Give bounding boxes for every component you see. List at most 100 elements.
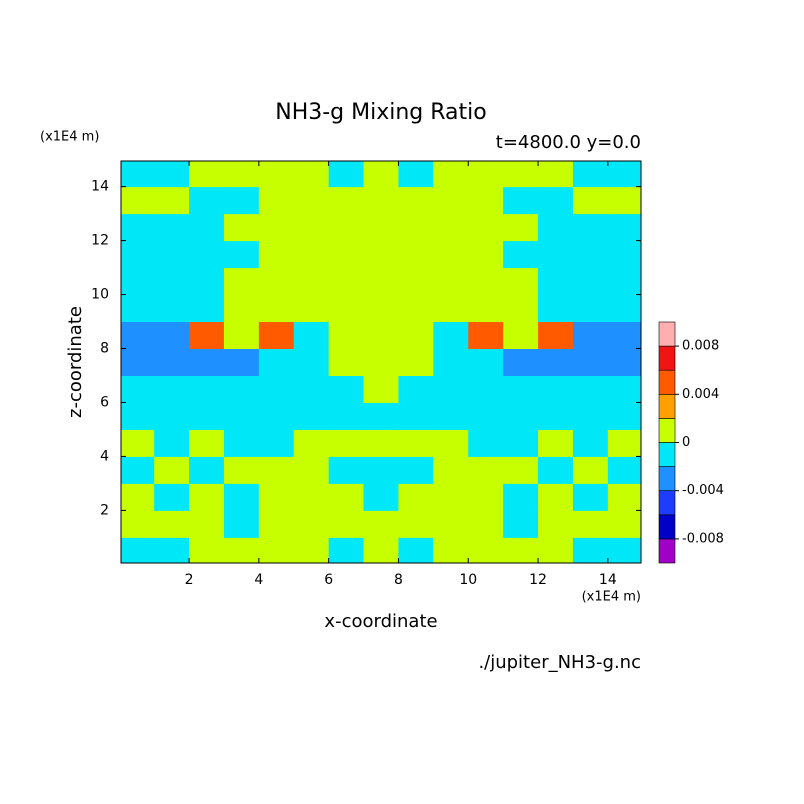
field-cell	[121, 510, 155, 538]
field-cell	[328, 348, 365, 376]
field-cell	[503, 456, 539, 484]
field-cell	[293, 483, 330, 511]
colorbar-box	[658, 369, 676, 395]
field-cell	[121, 321, 155, 350]
field-cell	[468, 402, 504, 430]
field-cell	[154, 483, 190, 511]
field-cell	[293, 213, 330, 242]
field-cell	[121, 213, 155, 242]
field-cell	[538, 161, 574, 188]
field-cell	[258, 161, 295, 188]
field-cell	[538, 456, 574, 484]
field-cell	[121, 240, 155, 269]
field-cell	[223, 294, 260, 323]
y-tick-label: 6	[100, 394, 109, 410]
field-cell	[468, 375, 504, 403]
field-cell	[121, 375, 155, 403]
field-cell	[154, 321, 190, 350]
x-axis-title: x-coordinate	[324, 611, 437, 632]
field-cell	[433, 294, 469, 323]
field-cell	[258, 213, 295, 242]
colorbar-box	[658, 538, 676, 564]
y-tick-label: 14	[91, 179, 109, 195]
field-cell	[607, 213, 641, 242]
field-cell	[121, 186, 155, 215]
field-cell	[503, 240, 539, 269]
field-cell	[572, 483, 609, 511]
field-cell	[223, 267, 260, 296]
field-cell	[572, 510, 609, 538]
field-cell	[293, 321, 330, 350]
colorbar-box	[658, 345, 676, 371]
field-cell	[572, 186, 609, 215]
field-cell	[538, 267, 574, 296]
field-cell	[468, 294, 504, 323]
y-tick-label: 8	[100, 341, 109, 357]
field-cell	[607, 375, 641, 403]
x-tick-label: 10	[459, 572, 477, 588]
field-cell	[328, 456, 365, 484]
field-cell	[189, 402, 225, 430]
field-cell	[607, 240, 641, 269]
contour-field	[121, 161, 641, 563]
field-cell	[433, 483, 469, 511]
field-cell	[223, 402, 260, 430]
field-cell	[258, 483, 295, 511]
field-cell	[363, 294, 399, 323]
field-cell	[258, 267, 295, 296]
field-cell	[328, 429, 365, 457]
field-cell	[468, 456, 504, 484]
field-cell	[433, 213, 469, 242]
field-cell	[538, 294, 574, 323]
field-cell	[572, 402, 609, 430]
field-cell	[328, 483, 365, 511]
field-cell	[607, 429, 641, 457]
field-cell	[328, 186, 365, 215]
field-cell	[468, 186, 504, 215]
field-cell	[121, 537, 155, 563]
field-cell	[121, 402, 155, 430]
field-cell	[538, 375, 574, 403]
field-cell	[398, 510, 434, 538]
field-cell	[121, 267, 155, 296]
field-cell	[538, 186, 574, 215]
field-cell	[154, 348, 190, 376]
field-cell	[293, 348, 330, 376]
field-cell	[363, 186, 399, 215]
field-cell	[293, 267, 330, 296]
y-tick-label: 12	[91, 233, 109, 249]
field-cell	[189, 161, 225, 188]
field-cell	[328, 161, 365, 188]
field-cell	[468, 429, 504, 457]
field-cell	[572, 240, 609, 269]
field-cell	[398, 429, 434, 457]
field-cell	[433, 456, 469, 484]
colorbar-box	[658, 490, 676, 516]
field-cell	[538, 510, 574, 538]
field-cell	[503, 267, 539, 296]
field-cell	[572, 375, 609, 403]
field-cell	[503, 321, 539, 350]
field-cell	[121, 483, 155, 511]
field-cell	[503, 429, 539, 457]
field-cell	[223, 429, 260, 457]
field-cell	[433, 348, 469, 376]
x-tick-label: 6	[324, 572, 333, 588]
x-unit: (x1E4 m)	[582, 590, 641, 605]
field-cell	[154, 240, 190, 269]
field-cell	[293, 186, 330, 215]
field-cell	[503, 537, 539, 563]
y-axis-title: z-coordinate	[65, 306, 86, 418]
field-cell	[503, 483, 539, 511]
field-cell	[433, 161, 469, 188]
field-cell	[572, 456, 609, 484]
field-cell	[503, 348, 539, 376]
field-cell	[189, 294, 225, 323]
field-cell	[223, 186, 260, 215]
colorbar-box	[658, 442, 676, 467]
field-cell	[468, 161, 504, 188]
field-cell	[433, 186, 469, 215]
field-cell	[433, 375, 469, 403]
field-cell	[363, 213, 399, 242]
field-cell	[328, 375, 365, 403]
